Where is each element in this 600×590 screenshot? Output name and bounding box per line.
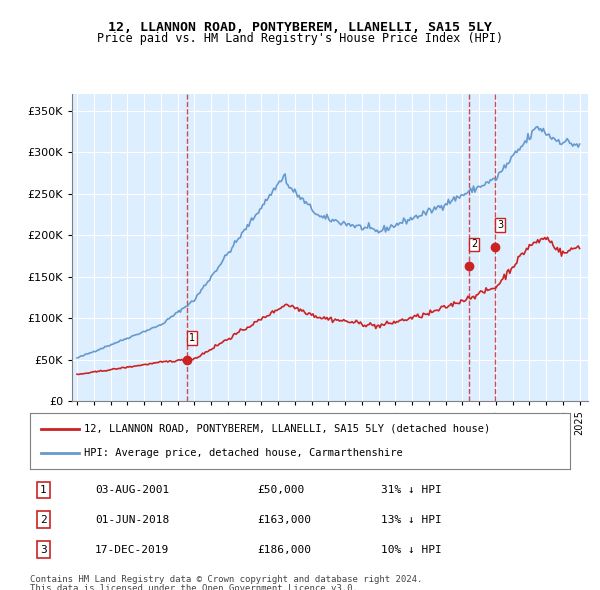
Text: 2: 2 [40, 515, 47, 525]
Text: 31% ↓ HPI: 31% ↓ HPI [381, 485, 442, 495]
Text: 3: 3 [497, 221, 503, 230]
Text: 12, LLANNON ROAD, PONTYBEREM, LLANELLI, SA15 5LY: 12, LLANNON ROAD, PONTYBEREM, LLANELLI, … [108, 21, 492, 34]
Text: 12, LLANNON ROAD, PONTYBEREM, LLANELLI, SA15 5LY (detached house): 12, LLANNON ROAD, PONTYBEREM, LLANELLI, … [84, 424, 490, 434]
Text: Contains HM Land Registry data © Crown copyright and database right 2024.: Contains HM Land Registry data © Crown c… [30, 575, 422, 584]
Text: 13% ↓ HPI: 13% ↓ HPI [381, 515, 442, 525]
Text: 2: 2 [471, 240, 478, 250]
Text: HPI: Average price, detached house, Carmarthenshire: HPI: Average price, detached house, Carm… [84, 448, 403, 458]
Text: 17-DEC-2019: 17-DEC-2019 [95, 545, 169, 555]
Text: £186,000: £186,000 [257, 545, 311, 555]
Text: This data is licensed under the Open Government Licence v3.0.: This data is licensed under the Open Gov… [30, 584, 358, 590]
Text: 03-AUG-2001: 03-AUG-2001 [95, 485, 169, 495]
Text: 3: 3 [40, 545, 47, 555]
Text: Price paid vs. HM Land Registry's House Price Index (HPI): Price paid vs. HM Land Registry's House … [97, 32, 503, 45]
Text: £50,000: £50,000 [257, 485, 304, 495]
Text: 01-JUN-2018: 01-JUN-2018 [95, 515, 169, 525]
Text: 1: 1 [40, 485, 47, 495]
Text: 1: 1 [189, 333, 196, 343]
Text: £163,000: £163,000 [257, 515, 311, 525]
Text: 10% ↓ HPI: 10% ↓ HPI [381, 545, 442, 555]
